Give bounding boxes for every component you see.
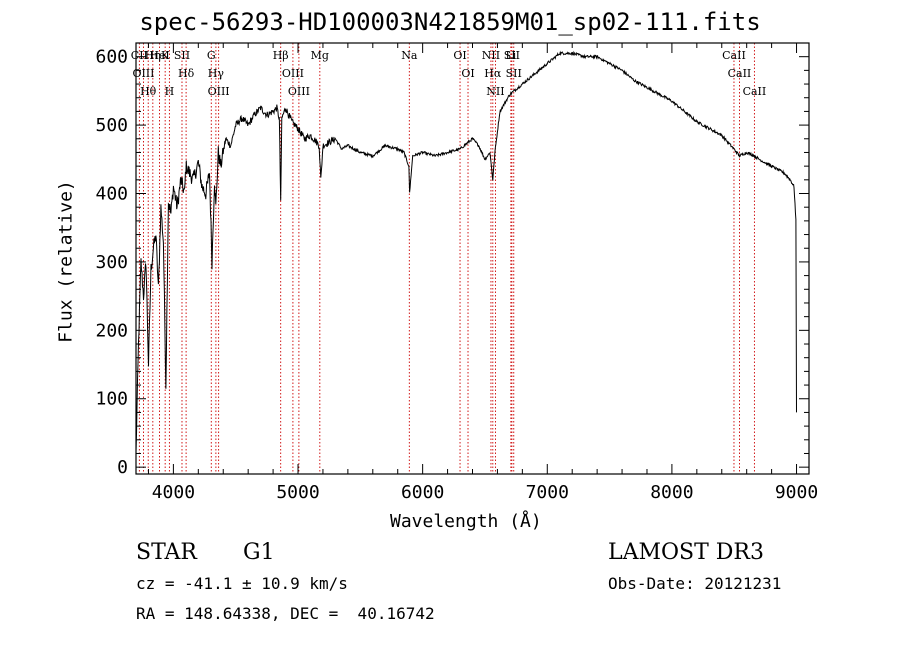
axes-layer [135, 42, 810, 475]
line-label: H [165, 85, 175, 98]
line-label: Hθ [140, 85, 157, 98]
survey-name: LAMOST DR3 [608, 540, 764, 565]
line-label: Na [401, 49, 418, 62]
y-tick-label: 200 [95, 320, 128, 341]
x-axis-label: Wavelength (Å) [390, 511, 542, 532]
line-label: SII [504, 49, 520, 62]
line-label: Hη [145, 49, 161, 62]
chart-title: spec-56293-HD100003N421859M01_sp02-111.f… [139, 8, 761, 36]
y-axis-label: Flux (relative) [55, 180, 77, 343]
y-tick-label: 600 [95, 47, 128, 68]
x-tick-label: 8000 [650, 482, 693, 503]
line-label: OI [461, 67, 474, 80]
redshift-text: cz = -41.1 ± 10.9 km/s [136, 574, 348, 593]
object-class: STAR [136, 540, 197, 565]
line-marker-layer [138, 43, 755, 474]
line-label: G [207, 49, 216, 62]
line-label: OIII [208, 85, 230, 98]
y-tick-label: 400 [95, 184, 128, 205]
line-label: OIII [282, 67, 304, 80]
line-label: Li [505, 49, 516, 62]
x-tick-label: 5000 [276, 482, 319, 503]
line-label: OI [453, 49, 466, 62]
line-label: CaII [728, 67, 752, 80]
tick-layer: 4000 5000 6000 7000 8000 9000 0 100 200 300 400 500… [95, 43, 818, 503]
line-label: Hδ [178, 67, 195, 80]
line-label: CII [131, 49, 148, 62]
y-tick-label: 0 [117, 457, 128, 478]
x-tick-label: 7000 [526, 482, 569, 503]
y-tick-label: 100 [95, 389, 128, 410]
ra-dec-text: RA = 148.64338, DEC = 40.16742 [136, 604, 435, 623]
line-label: K [161, 49, 170, 62]
y-tick-label: 500 [95, 115, 128, 136]
x-tick-label: 9000 [775, 482, 818, 503]
x-tick-label: 6000 [401, 482, 444, 503]
line-label: OIII [288, 85, 310, 98]
line-label: Hβ [273, 49, 289, 62]
spectrum-layer [135, 50, 797, 452]
obs-date: Obs-Date: 20121231 [608, 574, 782, 593]
line-label: NII [486, 85, 504, 98]
line-label: SII [506, 67, 522, 80]
line-label: CaII [722, 49, 746, 62]
line-label: Hα [484, 67, 502, 80]
object-subclass: G1 [243, 540, 275, 565]
spectrum-line [135, 50, 797, 452]
line-label: SII [174, 49, 190, 62]
y-tick-label: 300 [95, 252, 128, 273]
line-label: Mg [311, 49, 329, 62]
line-label: HeI [149, 49, 169, 62]
plot-frame [135, 42, 810, 475]
line-label: CaII [743, 85, 767, 98]
line-label: NII [482, 49, 500, 62]
x-tick-label: 4000 [152, 482, 195, 503]
line-label: Hγ [208, 67, 225, 80]
